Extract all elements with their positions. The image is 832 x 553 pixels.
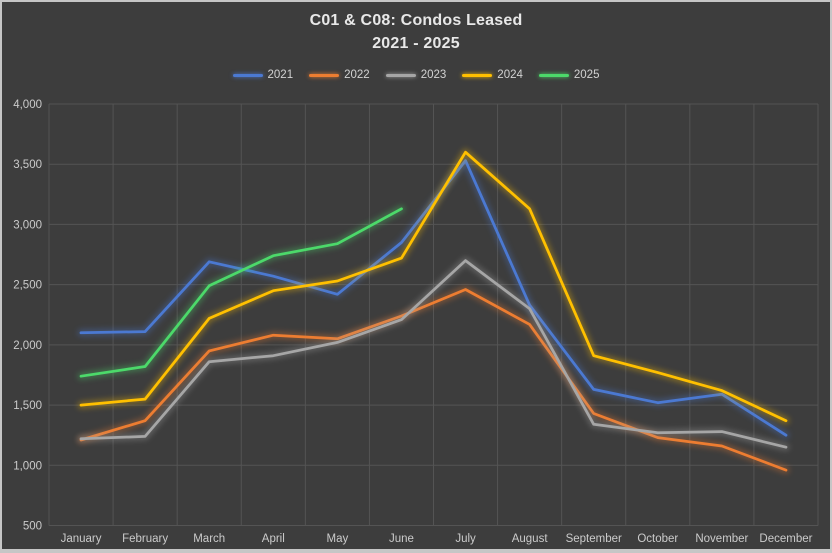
y-axis-label: 2,500	[13, 280, 42, 292]
legend-swatch-2025	[538, 73, 569, 77]
series-line-2025	[79, 207, 403, 378]
series-line-2022	[79, 288, 788, 472]
legend-item-2024: 2024	[462, 69, 523, 81]
x-axis-label: December	[759, 533, 812, 545]
y-axis-label: 3,000	[13, 219, 42, 231]
x-axis-label: June	[389, 533, 414, 545]
y-axis-label: 1,000	[13, 460, 42, 472]
x-axis-label: November	[695, 533, 748, 545]
chart-title: C01 & C08: Condos Leased 2021 - 2025	[2, 9, 830, 55]
legend-item-2022: 2022	[309, 69, 370, 81]
y-axis-label: 4,000	[13, 99, 42, 111]
legend-label-2023: 2023	[420, 69, 447, 81]
x-axis-label: August	[512, 533, 549, 545]
x-axis-label: July	[455, 533, 476, 545]
legend-swatch-2024	[462, 73, 493, 77]
y-axis-label: 500	[23, 521, 42, 533]
legend-label-2025: 2025	[573, 69, 600, 81]
y-axis-label: 3,500	[13, 159, 42, 171]
legend-swatch-2023	[385, 73, 416, 77]
x-axis-label: February	[122, 533, 168, 545]
x-axis-label: October	[637, 533, 678, 545]
series-line-2023	[79, 259, 788, 449]
x-axis-label: May	[327, 533, 349, 545]
x-axis-label: September	[566, 533, 622, 545]
x-axis-label: April	[262, 533, 285, 545]
series-line-2024	[79, 150, 788, 423]
legend-item-2023: 2023	[385, 69, 447, 81]
chart-title-line2: 2021 - 2025	[372, 35, 460, 52]
legend-item-2025: 2025	[538, 69, 600, 81]
legend-item-2021: 2021	[232, 69, 294, 81]
chart-legend: 2021 2022 2023 2024 2025	[2, 69, 830, 81]
x-axis-label: March	[193, 533, 225, 545]
y-axis-label: 1,500	[13, 400, 42, 412]
legend-label-2022: 2022	[344, 69, 370, 81]
legend-swatch-2021	[232, 73, 263, 77]
legend-label-2021: 2021	[267, 69, 294, 81]
chart-title-line1: C01 & C08: Condos Leased	[309, 12, 523, 29]
legend-swatch-2022	[309, 73, 340, 77]
y-axis-label: 2,000	[13, 340, 42, 352]
x-axis-label: January	[61, 533, 102, 545]
legend-label-2024: 2024	[497, 69, 523, 81]
